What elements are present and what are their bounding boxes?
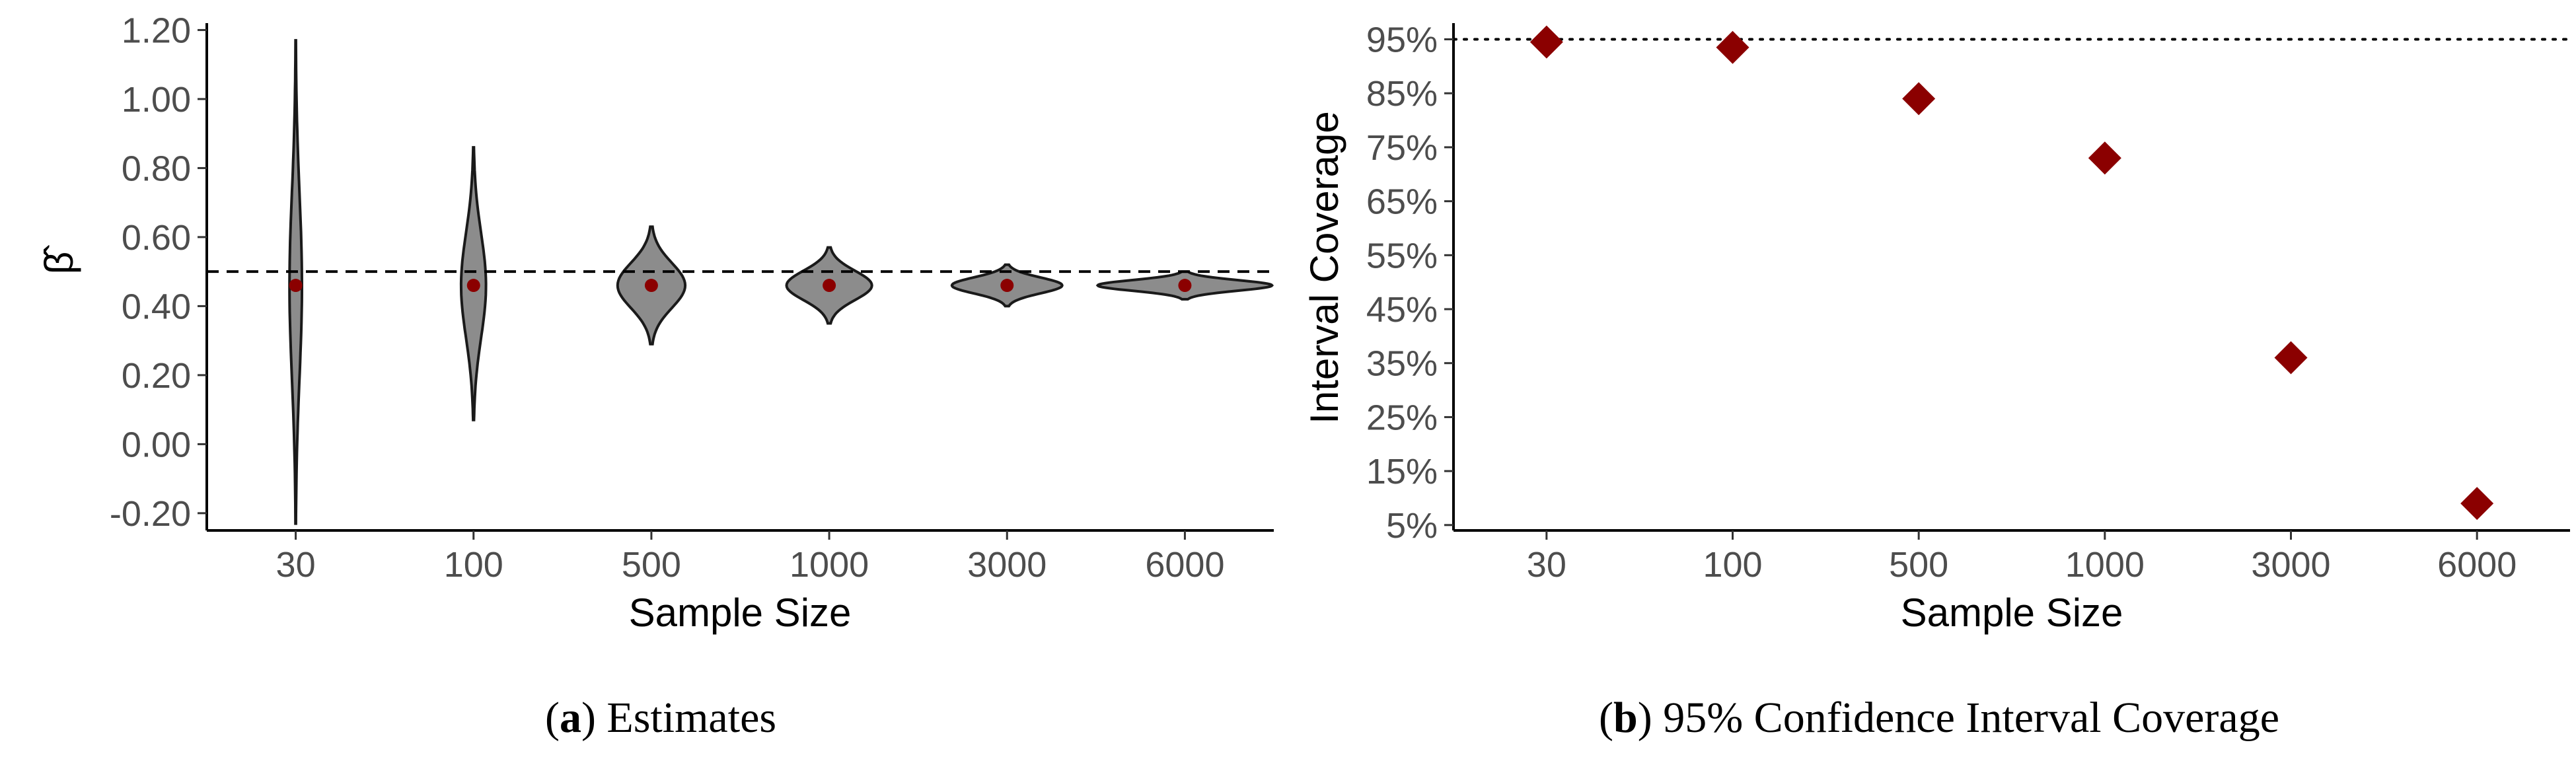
panel-a-x-tick-label: 6000	[1145, 545, 1224, 585]
coverage-point-30	[1529, 25, 1563, 59]
panel-a-caption: (a) Estimates	[545, 694, 776, 742]
panel-a-x-tick-label: 3000	[967, 545, 1047, 585]
panel-b-y-tick-label: 65%	[1366, 182, 1438, 222]
panel-b-coverage: 5% 15% 25% 35% 45% 55% 65% 75% 85% 95% 30 100 500 10…	[1302, 20, 2571, 742]
panel-b-y-ticks: 5% 15% 25% 35% 45% 55% 65% 75% 85% 95%	[1366, 20, 1454, 546]
panel-a-x-tick-label: 500	[622, 545, 681, 585]
panel-b-x-tick-label: 100	[1703, 545, 1762, 585]
panel-b-plot-area	[1452, 25, 2571, 521]
panel-a-caption-text: Estimates	[607, 694, 776, 742]
panel-a-x-ticks: 30 100 500 1000 3000 6000	[276, 530, 1224, 585]
panel-b-y-tick-label: 5%	[1386, 506, 1438, 546]
mean-point-500	[644, 279, 658, 293]
panel-b-x-tick-label: 30	[1527, 545, 1566, 585]
panel-b-y-tick-label: 75%	[1366, 128, 1438, 168]
panel-b-x-tick-label: 6000	[2437, 545, 2517, 585]
coverage-point-1000	[2088, 141, 2121, 175]
panel-a-x-tick-label: 100	[444, 545, 503, 585]
panel-a-x-axis-label: Sample Size	[629, 591, 852, 635]
panel-b-x-tick-label: 1000	[2065, 545, 2145, 585]
coverage-point-500	[1902, 82, 1936, 116]
panel-a-plot-area	[207, 39, 1274, 525]
panel-b-y-tick-label: 45%	[1366, 290, 1438, 330]
panel-a-y-tick-label: 1.00	[122, 80, 191, 120]
coverage-point-6000	[2460, 487, 2494, 521]
mean-point-30	[289, 279, 303, 293]
panel-b-y-tick-label: 35%	[1366, 344, 1438, 384]
panel-b-x-axis-label: Sample Size	[1901, 591, 2123, 635]
panel-a-y-tick-label: 0.40	[122, 287, 191, 326]
panel-a-y-tick-label: 0.00	[122, 425, 191, 464]
panel-a-caption-letter: a	[560, 694, 581, 742]
panel-a-y-tick-label: -0.20	[110, 494, 191, 534]
panel-b-y-tick-label: 25%	[1366, 398, 1438, 437]
panel-a-y-tick-label: 0.20	[122, 356, 191, 396]
panel-b-caption-letter: b	[1613, 694, 1638, 742]
panel-a-x-tick-label: 30	[276, 545, 316, 585]
coverage-point-3000	[2274, 341, 2308, 375]
mean-point-100	[466, 279, 480, 293]
panel-a-y-tick-label: 0.60	[122, 218, 191, 258]
panel-a-x-tick-label: 1000	[790, 545, 869, 585]
panel-b-y-tick-label: 85%	[1366, 74, 1438, 114]
mean-point-3000	[1000, 279, 1014, 293]
panel-a-y-ticks: -0.20 0.00 0.20 0.40 0.60 0.80 1.00 1.20	[110, 11, 207, 534]
panel-a-y-axis-label: β̂	[37, 245, 81, 275]
panel-a-y-tick-label: 0.80	[122, 149, 191, 188]
panel-b-x-tick-label: 500	[1889, 545, 1948, 585]
panel-b-y-tick-label: 15%	[1366, 452, 1438, 491]
panel-b-caption-text: 95% Confidence Interval Coverage	[1663, 694, 2279, 742]
panel-b-y-tick-label: 95%	[1366, 20, 1438, 60]
panel-a-estimates: -0.20 0.00 0.20 0.40 0.60 0.80 1.00 1.20 30 100 5…	[37, 11, 1274, 742]
panel-b-y-axis-label: Interval Coverage	[1302, 111, 1346, 424]
panel-b-x-tick-label: 3000	[2251, 545, 2330, 585]
panel-a-y-tick-label: 1.20	[122, 11, 191, 50]
mean-point-1000	[823, 279, 836, 293]
mean-point-6000	[1178, 279, 1192, 293]
panel-b-y-tick-label: 55%	[1366, 236, 1438, 275]
panel-b-x-ticks: 30 100 500 1000 3000 6000	[1527, 530, 2517, 585]
coverage-point-100	[1716, 30, 1749, 64]
panel-b-caption: (b) 95% Confidence Interval Coverage	[1599, 694, 2279, 742]
